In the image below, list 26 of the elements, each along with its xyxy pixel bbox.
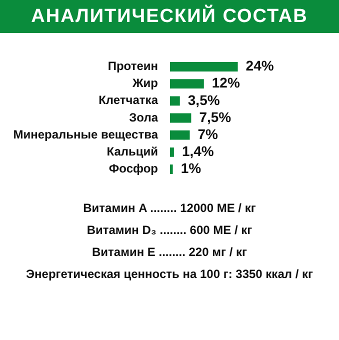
text: Витамин D₃ ........ 600 МЕ / кг [86,222,254,239]
data-label: 24% [246,58,274,74]
bar [170,96,180,106]
bar [170,79,204,89]
y-tick-label: Фосфор [108,162,158,176]
chart-title: АНАЛИТИЧЕСКИЙ СОСТАВ [0,0,339,33]
y-tick-label: Протеин [108,59,158,74]
bar [170,147,174,157]
bar [170,62,238,72]
bar [170,113,192,123]
data-label: 12% [212,74,240,91]
bar [170,130,190,140]
data-label: 7,5% [199,108,232,125]
y-tick-label: Жир [131,76,158,90]
y-tick-label: Клетчатка [98,93,158,108]
data-label: 1,4% [182,143,214,160]
data-label: 7% [198,126,219,142]
text: Энергетическая ценность на 100 г: 3350 ккал / кг [25,266,314,283]
text: Витамин E ........ 220 мг / кг [90,244,248,261]
y-tick-label: Кальций [106,144,158,158]
data-label: 3,5% [188,92,220,108]
y-tick-label: Минеральные вещества [13,127,158,142]
text: Витамин A ........ 12000 МЕ / кг [82,200,257,217]
bar [170,164,173,174]
data-label: 1% [180,160,202,176]
y-tick-label: Зола [129,110,158,124]
